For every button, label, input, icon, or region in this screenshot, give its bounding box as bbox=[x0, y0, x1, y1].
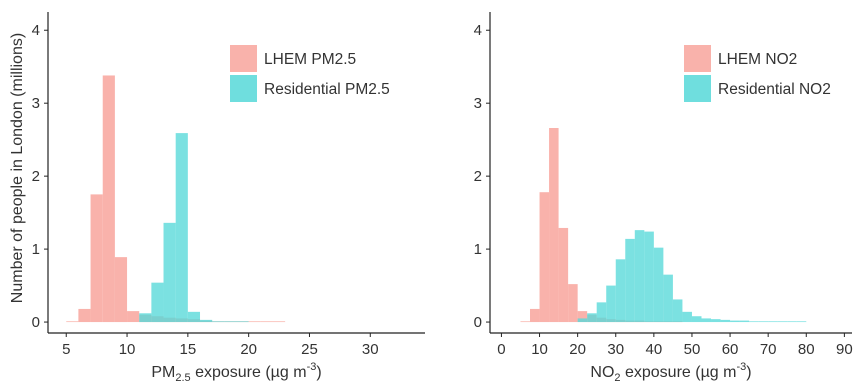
histogram-bar bbox=[248, 321, 261, 323]
histogram-bar bbox=[606, 285, 616, 323]
histogram-bar bbox=[558, 227, 569, 323]
histogram-bar bbox=[200, 319, 213, 323]
histogram-bar bbox=[672, 299, 683, 323]
x-tick-label: 10 bbox=[119, 341, 136, 358]
x-tick-label: 50 bbox=[684, 341, 701, 358]
histogram-bar bbox=[768, 321, 778, 323]
y-tick-label: 0 bbox=[32, 314, 40, 331]
histogram-bar bbox=[787, 321, 797, 323]
y-tick-label: 2 bbox=[474, 168, 482, 185]
histogram-bar bbox=[520, 321, 531, 323]
histogram-bar bbox=[66, 321, 79, 323]
x-tick-label: 80 bbox=[798, 341, 815, 358]
x-tick-label: 15 bbox=[180, 341, 197, 358]
y-tick-label: 3 bbox=[474, 95, 482, 112]
histogram-bar bbox=[530, 308, 540, 323]
x-tick-label: 30 bbox=[607, 341, 624, 358]
histogram-bar bbox=[139, 313, 152, 323]
x-tick-label: 70 bbox=[760, 341, 777, 358]
histogram-bar bbox=[758, 321, 769, 323]
histogram-bar bbox=[102, 75, 115, 323]
legend-swatch bbox=[230, 75, 257, 102]
x-axis-label: PM2.5 exposure (µg m-3) bbox=[151, 361, 321, 381]
histogram-bar bbox=[549, 128, 559, 323]
legend-swatch bbox=[230, 45, 257, 72]
x-tick-label: 90 bbox=[836, 341, 853, 358]
legend: LHEM PM2.5 Residential PM2.5 bbox=[230, 45, 390, 102]
x-axis-label: NO2 exposure (µg m-3) bbox=[590, 361, 751, 381]
histogram-bar bbox=[615, 259, 626, 323]
histogram-bar bbox=[587, 313, 597, 323]
y-tick-label: 2 bbox=[32, 168, 40, 185]
x-tick-label: 5 bbox=[62, 341, 70, 358]
y-tick-label: 0 bbox=[474, 314, 482, 331]
histogram-bar bbox=[236, 321, 249, 323]
x-tick-label: 20 bbox=[569, 341, 586, 358]
histogram-bar bbox=[634, 230, 645, 323]
y-tick-label: 4 bbox=[32, 22, 40, 39]
legend-label: Residential NO2 bbox=[718, 81, 831, 98]
histogram-bar bbox=[568, 284, 578, 323]
histogram-bar bbox=[711, 319, 721, 323]
histogram-bar bbox=[577, 318, 588, 323]
histogram-bar bbox=[212, 321, 225, 323]
y-tick-label: 1 bbox=[474, 241, 482, 258]
legend-label: LHEM NO2 bbox=[718, 51, 797, 68]
series-residential-no2 bbox=[577, 230, 807, 323]
histogram-bar bbox=[539, 192, 550, 323]
x-tick-label: 10 bbox=[531, 341, 548, 358]
histogram-bar bbox=[163, 222, 176, 323]
histogram-bar bbox=[739, 320, 750, 323]
histogram-bar bbox=[78, 308, 91, 323]
y-tick-label: 4 bbox=[474, 22, 482, 39]
y-tick-label: 1 bbox=[32, 241, 40, 258]
legend-label: LHEM PM2.5 bbox=[264, 51, 356, 68]
histogram-bar bbox=[90, 194, 103, 323]
y-axis-label: Number of people in London (millions) bbox=[9, 33, 26, 303]
histogram-bar bbox=[663, 274, 673, 323]
histogram-bar bbox=[749, 321, 759, 323]
histogram-bar bbox=[682, 311, 692, 323]
x-tick-label: 25 bbox=[301, 341, 318, 358]
histogram-bar bbox=[653, 247, 664, 323]
histogram-bar bbox=[777, 321, 788, 323]
histogram-bar bbox=[175, 133, 188, 323]
histogram-bar bbox=[260, 321, 273, 323]
x-tick-label: 60 bbox=[722, 341, 739, 358]
legend: LHEM NO2 Residential NO2 bbox=[684, 45, 831, 102]
legend-swatch bbox=[684, 75, 711, 102]
histogram-bar bbox=[701, 318, 712, 323]
histogram-bar bbox=[151, 282, 164, 323]
legend-swatch bbox=[684, 45, 711, 72]
histogram-bar bbox=[187, 311, 201, 323]
panel-pm25: 0 1 2 3 4 5 10 15 20 25 30 PM2.5 exposure (µg m-3) L… bbox=[32, 12, 425, 381]
histogram-bar bbox=[720, 319, 731, 323]
x-tick-label: 40 bbox=[646, 341, 663, 358]
x-tick-label: 20 bbox=[240, 341, 257, 358]
histogram-bar bbox=[114, 257, 128, 323]
legend-label: Residential PM2.5 bbox=[264, 81, 390, 98]
histogram-bar bbox=[596, 302, 607, 323]
x-tick-label: 30 bbox=[362, 341, 379, 358]
x-tick-label: 0 bbox=[497, 341, 505, 358]
histogram-bar bbox=[644, 231, 654, 323]
histogram-bar bbox=[127, 311, 140, 323]
y-tick-label: 3 bbox=[32, 95, 40, 112]
histogram-bar bbox=[691, 316, 702, 323]
histogram-bar bbox=[224, 321, 237, 323]
histogram-bar bbox=[730, 320, 740, 323]
histogram-bar bbox=[577, 311, 588, 323]
series-residential-pm2-5 bbox=[139, 133, 249, 323]
histogram-bar bbox=[272, 321, 286, 323]
series-lhem-pm2-5 bbox=[66, 75, 286, 323]
histogram-bar bbox=[796, 321, 807, 323]
histogram-bar bbox=[625, 238, 635, 323]
